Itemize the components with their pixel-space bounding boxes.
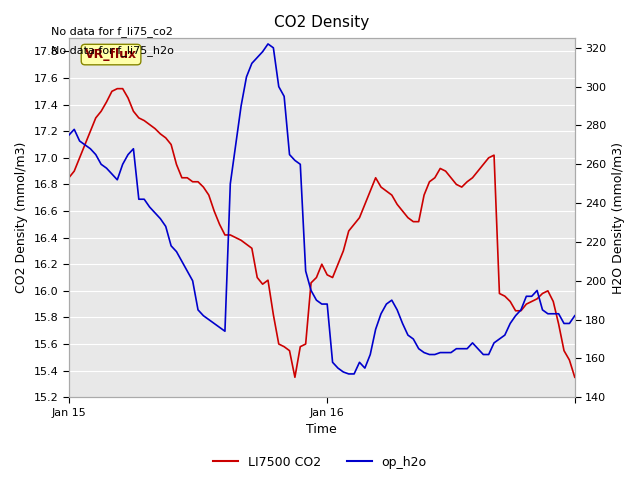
Text: No data for f_li75_h2o: No data for f_li75_h2o — [51, 45, 174, 56]
Title: CO2 Density: CO2 Density — [274, 15, 369, 30]
Legend: LI7500 CO2, op_h2o: LI7500 CO2, op_h2o — [209, 451, 431, 474]
Text: VR_flux: VR_flux — [85, 48, 137, 61]
X-axis label: Time: Time — [307, 423, 337, 436]
Y-axis label: H2O Density (mmol/m3): H2O Density (mmol/m3) — [612, 142, 625, 294]
Y-axis label: CO2 Density (mmol/m3): CO2 Density (mmol/m3) — [15, 142, 28, 293]
Text: No data for f_li75_co2: No data for f_li75_co2 — [51, 25, 173, 36]
